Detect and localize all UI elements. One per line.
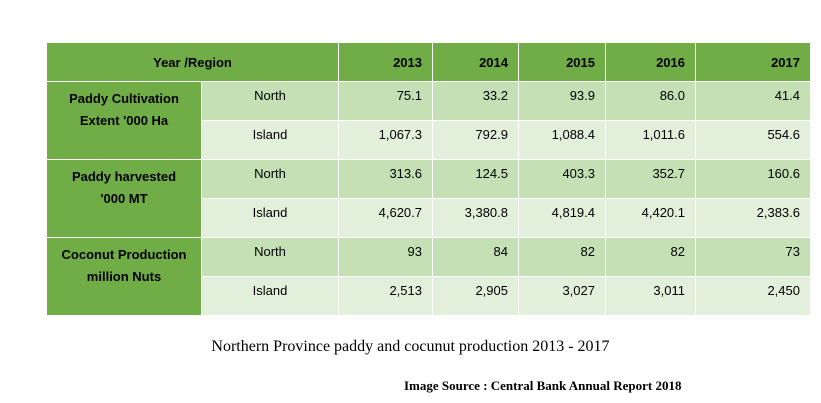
cell-value: 554.6: [695, 120, 811, 160]
group-title-line1: Coconut Production: [61, 247, 187, 262]
row-label: Island: [201, 276, 339, 316]
cell-value: 33.2: [432, 81, 519, 121]
table-row: Island 2,513 2,905 3,027 3,011 2,450: [47, 276, 811, 316]
cell-value: 2,513: [338, 276, 433, 316]
cell-value: 3,011: [605, 276, 696, 316]
production-table: Year /Region 2013 2014 2015 2016 2017 Pa…: [46, 42, 811, 316]
cell-value: 82: [518, 237, 606, 277]
cell-value: 82: [605, 237, 696, 277]
group-title-line2: '000 MT: [100, 191, 148, 206]
group-title-line2: million Nuts: [86, 269, 162, 284]
group-title-paddy-harvested: Paddy harvested '000 MT: [46, 159, 202, 238]
cell-value: 792.9: [432, 120, 519, 160]
row-label: North: [201, 81, 339, 121]
cell-value: 160.6: [695, 159, 811, 199]
row-label: North: [201, 237, 339, 277]
row-label: North: [201, 159, 339, 199]
cell-value: 3,380.8: [432, 198, 519, 238]
cell-value: 84: [432, 237, 519, 277]
cell-value: 93.9: [518, 81, 606, 121]
cell-value: 93: [338, 237, 433, 277]
cell-value: 1,067.3: [338, 120, 433, 160]
table-row: Paddy harvested '000 MT North 313.6 124.…: [46, 159, 811, 238]
cell-value: 41.4: [695, 81, 811, 121]
image-source-note: Image Source : Central Bank Annual Repor…: [404, 378, 682, 393]
year-region-header: Year /Region: [46, 42, 339, 82]
cell-value: 352.7: [605, 159, 696, 199]
group-title-line1: Paddy harvested: [71, 169, 177, 184]
year-header-2016: 2016: [605, 42, 696, 82]
group-title-paddy-extent: Paddy Cultivation Extent '000 Ha: [46, 81, 202, 160]
group-title-coconut-production: Coconut Production million Nuts: [46, 237, 202, 316]
table-caption: Northern Province paddy and cocunut prod…: [211, 338, 610, 355]
header-row: Year /Region 2013 2014 2015 2016 2017: [46, 42, 811, 82]
row-label: Island: [201, 120, 339, 160]
year-header-2017: 2017: [695, 42, 811, 82]
cell-value: 75.1: [338, 81, 433, 121]
table-row: Island 4,620.7 3,380.8 4,819.4 4,420.1 2…: [47, 198, 811, 238]
cell-value: 4,819.4: [518, 198, 606, 238]
year-header-2014: 2014: [432, 42, 519, 82]
cell-value: 4,620.7: [338, 198, 433, 238]
cell-value: 3,027: [518, 276, 606, 316]
cell-value: 1,011.6: [605, 120, 696, 160]
cell-value: 124.5: [432, 159, 519, 199]
group-title-line1: Paddy Cultivation: [69, 91, 179, 106]
table-row: Paddy Cultivation Extent '000 Ha North 7…: [46, 81, 811, 160]
cell-value: 1,088.4: [518, 120, 606, 160]
row-label: Island: [201, 198, 339, 238]
production-table-container: Year /Region 2013 2014 2015 2016 2017 Pa…: [46, 42, 811, 316]
table-row: Coconut Production million Nuts North 93…: [46, 237, 811, 316]
cell-value: 403.3: [518, 159, 606, 199]
cell-value: 313.6: [338, 159, 433, 199]
group-title-line2: Extent '000 Ha: [79, 113, 169, 128]
cell-value: 73: [695, 237, 811, 277]
cell-value: 2,905: [432, 276, 519, 316]
year-header-2015: 2015: [518, 42, 606, 82]
cell-value: 2,450: [695, 276, 811, 316]
cell-value: 86.0: [605, 81, 696, 121]
year-header-2013: 2013: [338, 42, 433, 82]
table-row: Island 1,067.3 792.9 1,088.4 1,011.6 554…: [47, 120, 811, 160]
cell-value: 2,383.6: [695, 198, 811, 238]
cell-value: 4,420.1: [605, 198, 696, 238]
